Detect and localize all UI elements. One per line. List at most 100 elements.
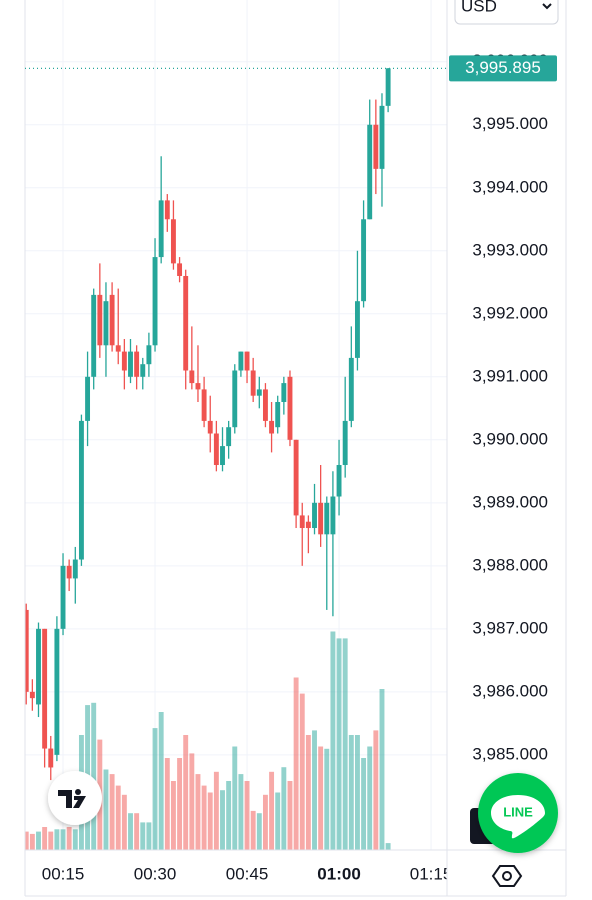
volume-bar	[324, 748, 330, 850]
volume-bar	[293, 677, 299, 850]
volume-bar	[103, 769, 109, 850]
candle-body	[336, 465, 342, 497]
line-button[interactable]: LINE	[478, 773, 558, 853]
volume-bar	[134, 813, 140, 850]
volume-bar	[373, 730, 379, 850]
volume-bar	[238, 774, 244, 850]
volume-bar	[336, 638, 342, 850]
candle-body	[324, 502, 330, 535]
y-tick-label: 3,992.000	[472, 303, 548, 322]
y-tick-label: 3,988.000	[472, 555, 548, 574]
candle-body	[103, 301, 109, 346]
volume-bar	[140, 822, 146, 850]
volume-bar	[29, 833, 35, 850]
candle-body	[121, 351, 127, 371]
volume-bar	[213, 771, 219, 850]
volume-bar	[25, 831, 29, 850]
y-tick-label: 3,985.000	[472, 744, 548, 763]
y-tick-label: 3,987.000	[472, 618, 548, 637]
volume-bar	[207, 792, 213, 850]
volume-bar	[201, 785, 207, 850]
last-price: 3,995.895	[25, 55, 557, 82]
volume-bar	[152, 728, 158, 850]
candle-body	[152, 257, 158, 346]
candle-body	[269, 420, 275, 434]
candle-body	[213, 433, 219, 466]
volume-bar	[287, 781, 293, 850]
volume-bar	[312, 730, 317, 850]
candle-body	[275, 402, 281, 428]
volume-bar	[354, 735, 360, 850]
y-tick-label: 3,989.000	[472, 492, 548, 511]
candle-body	[170, 219, 176, 264]
logo-mark[interactable]	[58, 790, 86, 808]
volume-bar	[48, 831, 54, 850]
x-tick-label: 00:15	[42, 864, 85, 883]
volume-bar	[91, 702, 97, 850]
candle-body	[42, 628, 48, 749]
candle-body	[250, 370, 256, 396]
volume-bar	[342, 638, 348, 850]
volume-bar	[232, 746, 238, 850]
volume-bar	[195, 774, 201, 850]
volume-bar	[256, 813, 262, 850]
dropdown-arrow[interactable]	[542, 3, 552, 10]
candle-body	[244, 351, 250, 371]
volume-bar	[60, 829, 66, 850]
volume-bar	[170, 781, 176, 850]
candle-body	[97, 294, 103, 346]
volume-bar	[361, 758, 367, 850]
candle-body	[115, 345, 121, 352]
settings-button[interactable]	[491, 865, 523, 887]
volume-bar	[367, 746, 373, 850]
volume-bar	[318, 746, 324, 850]
volume-bar	[115, 785, 121, 850]
y-tick-label: 3,990.000	[472, 429, 548, 448]
volume-bar	[275, 792, 281, 850]
candle-body	[287, 376, 293, 440]
volume-bar	[146, 822, 152, 850]
candle-body	[367, 124, 373, 220]
candle-body	[348, 357, 354, 421]
tradingview-logo[interactable]	[48, 771, 102, 825]
currency-select[interactable]: USD	[454, 0, 559, 25]
candle-body	[60, 565, 66, 629]
candle-body	[25, 609, 29, 692]
currency-label[interactable]: USD	[461, 0, 497, 15]
y-tick-label: 3,994.000	[472, 177, 548, 196]
volume-bar	[269, 771, 275, 850]
candle-body	[72, 559, 78, 579]
last-price-badge	[449, 55, 557, 82]
volume-bar	[72, 829, 78, 850]
last-price-label: 3,995.895	[465, 58, 541, 77]
candle-body	[281, 383, 287, 403]
candle-body	[207, 420, 213, 434]
candle-body	[256, 389, 262, 396]
volume-bar	[330, 631, 336, 850]
candle-body	[36, 628, 41, 705]
candle-body	[183, 275, 189, 371]
candle-body	[342, 420, 348, 466]
candle-body	[312, 502, 317, 529]
volume-bar	[262, 794, 268, 850]
volume-bar	[42, 827, 48, 850]
x-tick-label: 00:30	[134, 864, 177, 883]
candle-body	[293, 439, 299, 516]
line-label[interactable]: LINE	[503, 804, 533, 819]
volume-bar	[183, 735, 189, 850]
currency-box[interactable]	[454, 0, 559, 25]
volume-bar	[189, 753, 195, 850]
y-tick-label: 3,993.000	[472, 240, 548, 259]
candle-body	[158, 200, 164, 258]
candle-body	[134, 351, 140, 377]
volume-bar	[299, 693, 305, 850]
candle-body	[48, 748, 54, 768]
candle-body	[128, 351, 133, 377]
candle-body	[29, 691, 35, 699]
candle-body	[195, 383, 201, 390]
candle-body	[379, 105, 385, 169]
volume-bar	[281, 767, 287, 850]
candle-body	[330, 496, 336, 535]
settings-hex[interactable]	[491, 865, 523, 887]
